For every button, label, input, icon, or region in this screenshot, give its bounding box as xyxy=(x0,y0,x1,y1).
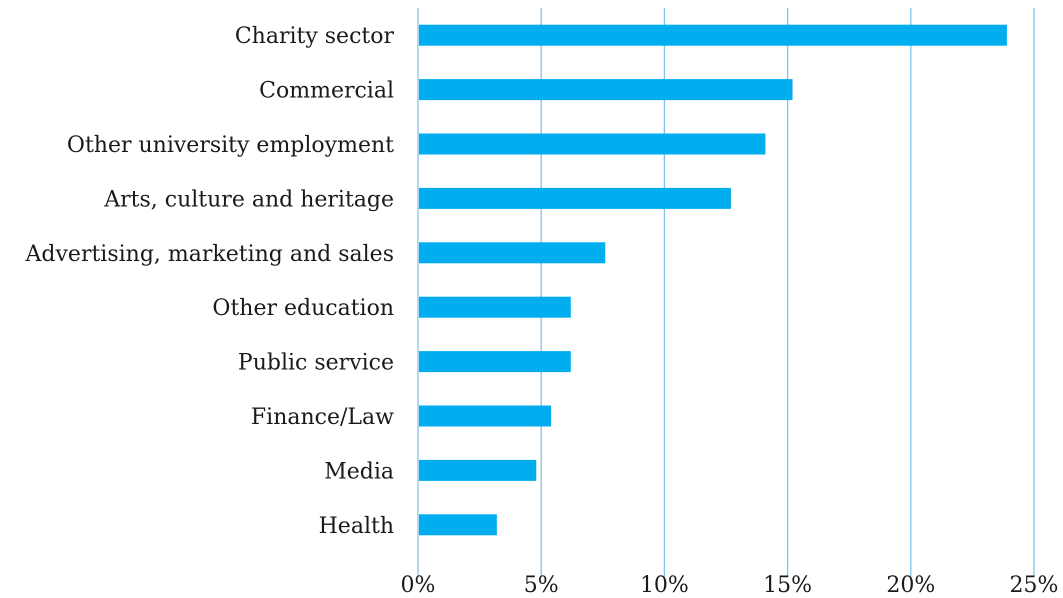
category-label: Other education xyxy=(212,296,394,321)
category-label: Arts, culture and heritage xyxy=(103,187,394,212)
x-tick-label-10: 10% xyxy=(640,573,689,598)
bar-other-university-employment xyxy=(419,133,766,155)
x-axis-tick-labels: 0% 5% 10% 15% 20% 25% xyxy=(401,573,1059,598)
bar-arts-culture-and-heritage xyxy=(419,187,731,209)
bar-other-education xyxy=(419,296,571,318)
bar-public-service xyxy=(419,351,571,373)
bar-advertising-marketing-and-sales xyxy=(419,242,606,264)
bars xyxy=(419,24,1007,536)
category-labels: Charity sector Commercial Other university… xyxy=(25,24,395,539)
x-tick-label-25: 25% xyxy=(1010,573,1059,598)
category-label: Health xyxy=(319,514,394,539)
x-tick-label-5: 5% xyxy=(524,573,559,598)
x-tick-label-15: 15% xyxy=(763,573,812,598)
category-label: Finance/Law xyxy=(251,405,394,430)
category-label: Charity sector xyxy=(235,24,395,49)
bar-charity-sector xyxy=(419,24,1007,46)
category-label: Public service xyxy=(238,351,394,376)
category-label: Commercial xyxy=(259,79,394,104)
category-label: Other university employment xyxy=(67,133,394,158)
x-tick-label-0: 0% xyxy=(401,573,436,598)
gridlines xyxy=(417,8,1035,577)
bar-health xyxy=(419,514,497,536)
x-tick-label-20: 20% xyxy=(886,573,935,598)
category-label: Media xyxy=(324,459,394,484)
bar-finance-law xyxy=(419,405,552,427)
bar-media xyxy=(419,459,537,481)
category-label: Advertising, marketing and sales xyxy=(25,242,394,267)
bar-commercial xyxy=(419,79,793,101)
